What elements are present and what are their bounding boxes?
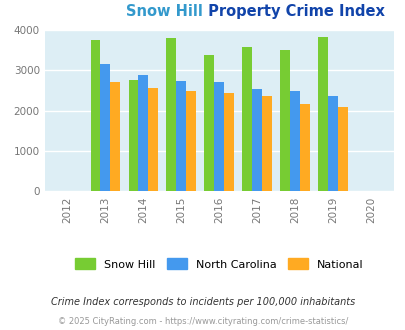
Legend: Snow Hill, North Carolina, National: Snow Hill, North Carolina, National (75, 258, 362, 270)
Bar (214, 82, 224, 191)
Bar (110, 82, 120, 191)
Bar (186, 91, 196, 191)
Bar (280, 50, 290, 191)
Text: Snow Hill: Snow Hill (126, 4, 202, 19)
Bar (290, 91, 299, 191)
Bar (318, 37, 327, 191)
Bar (242, 47, 252, 191)
Bar (252, 89, 262, 191)
Bar (138, 75, 148, 191)
Bar (176, 81, 186, 191)
Bar (299, 104, 309, 191)
Bar (224, 93, 233, 191)
Bar (262, 96, 271, 191)
Bar (204, 55, 214, 191)
Bar (166, 38, 176, 191)
Text: © 2025 CityRating.com - https://www.cityrating.com/crime-statistics/: © 2025 CityRating.com - https://www.city… (58, 317, 347, 326)
Bar (100, 64, 110, 191)
Bar (337, 107, 347, 191)
Bar (90, 40, 100, 191)
Bar (128, 80, 138, 191)
Text: Property Crime Index: Property Crime Index (202, 4, 384, 19)
Text: Crime Index corresponds to incidents per 100,000 inhabitants: Crime Index corresponds to incidents per… (51, 297, 354, 307)
Bar (148, 87, 158, 191)
Bar (327, 96, 337, 191)
